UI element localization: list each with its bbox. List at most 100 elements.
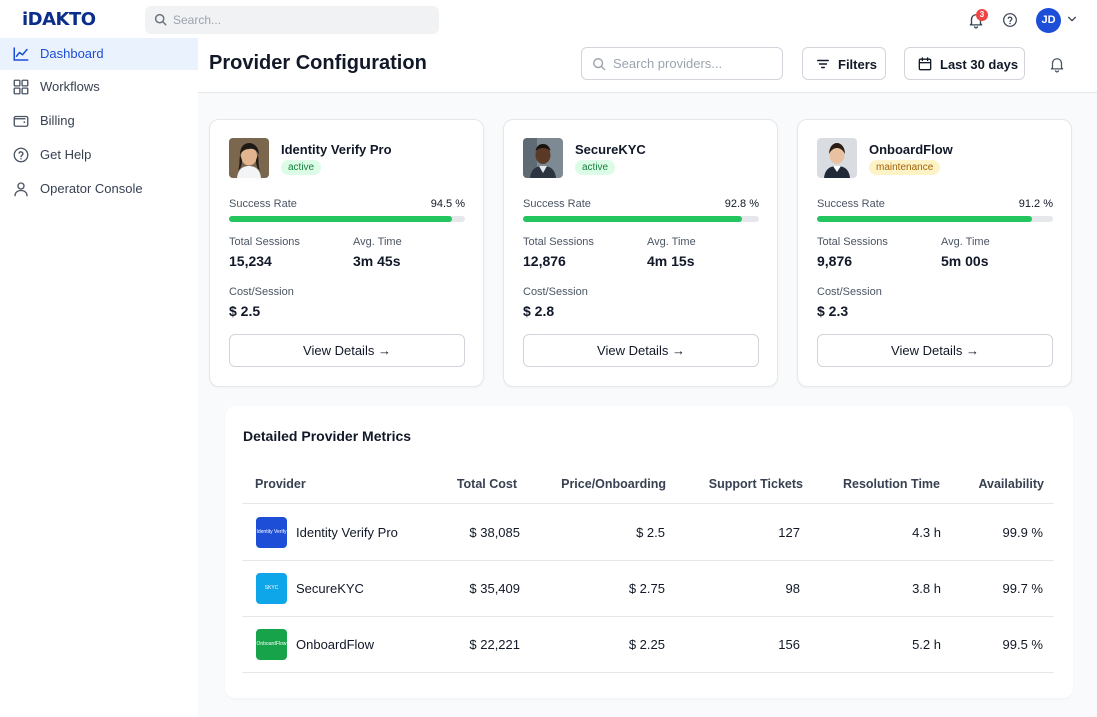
provider-search[interactable]: [581, 47, 783, 80]
success-rate-label: Success Rate: [817, 198, 885, 210]
provider-search-input[interactable]: [613, 48, 778, 79]
cost-session-label: Cost/Session: [229, 286, 294, 298]
column-header-availability[interactable]: Availability: [978, 477, 1044, 491]
sidebar-item-label: Get Help: [40, 147, 92, 162]
success-rate-label: Success Rate: [523, 198, 591, 210]
success-rate-bar-fill: [523, 216, 742, 222]
brand-logo[interactable]: iDAKTO: [22, 9, 96, 30]
cost-session-value: $ 2.8: [523, 303, 555, 319]
sidebar-item-operator-console[interactable]: Operator Console: [0, 173, 198, 205]
total-sessions-value: 12,876: [523, 253, 566, 269]
table-row[interactable]: SKYC SecureKYC $ 35,409 $ 2.75 98 3.8 h …: [242, 561, 1054, 617]
provider-name: OnboardFlow: [869, 142, 953, 157]
price-cell: $ 2.75: [628, 581, 665, 596]
filter-lines-icon: [817, 59, 829, 69]
search-icon: [593, 58, 606, 71]
resolution-cell: 4.3 h: [912, 525, 941, 540]
total-sessions-value: 15,234: [229, 253, 272, 269]
date-range-label: Last 30 days: [940, 57, 1019, 72]
wallet-icon: [13, 115, 29, 127]
column-header-total-cost[interactable]: Total Cost: [456, 477, 517, 491]
table-header: Provider Total Cost Price/Onboarding Sup…: [242, 464, 1054, 504]
success-rate-bar-fill: [229, 216, 453, 222]
sidebar-item-label: Billing: [40, 113, 75, 128]
view-details-button[interactable]: View Details →: [229, 334, 465, 367]
global-search[interactable]: [145, 6, 439, 34]
resolution-cell: 3.8 h: [912, 581, 941, 596]
help-icon[interactable]: [1002, 12, 1018, 28]
provider-name-cell: SecureKYC: [296, 581, 364, 596]
success-rate-value: 91.2 %: [1018, 198, 1053, 210]
user-icon: [14, 182, 28, 197]
total-sessions-label: Total Sessions: [229, 236, 300, 248]
provider-photo: [817, 138, 857, 178]
provider-card: Identity Verify Pro active Success Rate …: [209, 119, 484, 387]
column-header-resolution[interactable]: Resolution Time: [842, 477, 940, 491]
provider-photo: [523, 138, 563, 178]
provider-name: Identity Verify Pro: [281, 142, 392, 157]
sidebar-item-get-help[interactable]: Get Help: [0, 139, 198, 171]
success-rate-value: 92.8 %: [724, 198, 759, 210]
view-details-button[interactable]: View Details →: [817, 334, 1053, 367]
total-cost-cell: $ 35,409: [469, 581, 520, 596]
chart-line-icon: [13, 47, 29, 61]
sidebar-item-billing[interactable]: Billing: [0, 105, 198, 137]
success-rate-label: Success Rate: [229, 198, 297, 210]
notification-count-badge: 3: [976, 9, 988, 21]
status-badge: maintenance: [869, 160, 941, 175]
chevron-down-icon[interactable]: [1067, 14, 1077, 24]
date-range-button[interactable]: Last 30 days: [904, 47, 1025, 80]
success-rate-bar: [523, 216, 759, 222]
availability-cell: 99.9 %: [1002, 525, 1043, 540]
provider-logo: OnboardFlow: [256, 629, 287, 660]
avg-time-value: 3m 45s: [353, 253, 401, 269]
user-avatar[interactable]: JD: [1036, 8, 1061, 33]
cost-session-value: $ 2.5: [229, 303, 261, 319]
provider-logo: Identity Verify Pro: [256, 517, 287, 548]
sidebar-item-label: Workflows: [40, 79, 100, 94]
search-icon: [154, 13, 167, 26]
provider-card: OnboardFlow maintenance Success Rate 91.…: [797, 119, 1072, 387]
bell-icon[interactable]: [1048, 55, 1066, 73]
filters-label: Filters: [838, 57, 878, 72]
total-sessions-label: Total Sessions: [817, 236, 888, 248]
table-row[interactable]: OnboardFlow OnboardFlow $ 22,221 $ 2.25 …: [242, 617, 1054, 673]
availability-cell: 99.7 %: [1002, 581, 1043, 596]
filters-button[interactable]: Filters: [802, 47, 886, 80]
status-badge: active: [575, 160, 616, 175]
metrics-panel: Detailed Provider Metrics Provider Total…: [225, 406, 1073, 698]
avg-time-value: 5m 00s: [941, 253, 989, 269]
column-header-tickets[interactable]: Support Tickets: [708, 477, 803, 491]
sidebar: Dashboard Workflows Billing Get Help Ope…: [0, 38, 198, 717]
sidebar-item-dashboard[interactable]: Dashboard: [0, 38, 198, 70]
total-sessions-label: Total Sessions: [523, 236, 594, 248]
grid-icon: [13, 79, 29, 95]
price-cell: $ 2.25: [628, 637, 665, 652]
sidebar-item-label: Dashboard: [40, 46, 104, 61]
total-sessions-value: 9,876: [817, 253, 853, 269]
success-rate-bar: [817, 216, 1053, 222]
column-header-provider[interactable]: Provider: [255, 477, 306, 491]
success-rate-bar-fill: [817, 216, 1033, 222]
help-circle-icon: [13, 147, 29, 163]
cost-session-label: Cost/Session: [817, 286, 882, 298]
resolution-cell: 5.2 h: [912, 637, 941, 652]
top-bar: iDAKTO 3 JD: [0, 0, 1097, 38]
table-row[interactable]: Identity Verify Pro Identity Verify Pro …: [242, 505, 1054, 561]
availability-cell: 99.5 %: [1002, 637, 1043, 652]
avg-time-label: Avg. Time: [647, 236, 696, 248]
global-search-input[interactable]: [173, 6, 423, 34]
calendar-icon: [918, 57, 932, 71]
sidebar-item-workflows[interactable]: Workflows: [0, 71, 198, 103]
view-details-button[interactable]: View Details →: [523, 334, 759, 367]
tickets-cell: 127: [778, 525, 800, 540]
provider-name-cell: OnboardFlow: [296, 637, 375, 652]
cost-session-label: Cost/Session: [523, 286, 588, 298]
provider-logo: SKYC: [256, 573, 287, 604]
column-header-price[interactable]: Price/Onboarding: [561, 477, 666, 491]
page-title: Provider Configuration: [209, 52, 427, 74]
main-content: Provider Configuration Filters Last 30 d…: [198, 38, 1097, 717]
provider-name-cell: Identity Verify Pro: [296, 525, 398, 540]
success-rate-value: 94.5 %: [430, 198, 465, 210]
metrics-title: Detailed Provider Metrics: [243, 428, 412, 444]
